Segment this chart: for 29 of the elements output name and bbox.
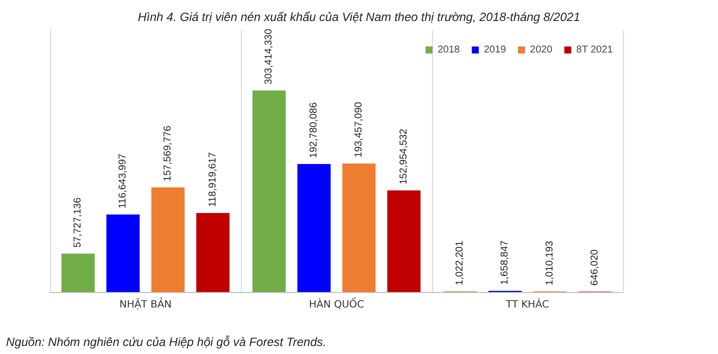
- x-tick-label: TT KHÁC: [505, 298, 549, 310]
- data-label: 116,643,997: [118, 153, 129, 209]
- data-label: 1,658,847: [500, 240, 511, 285]
- data-label: 303,414,330: [264, 28, 275, 84]
- x-tick-label: HÀN QUỐC: [308, 296, 364, 310]
- bar: [196, 213, 230, 292]
- legend-label: 2018: [438, 44, 460, 56]
- data-label: 193,457,090: [353, 101, 364, 158]
- bar: [387, 190, 421, 292]
- data-label: 118,919,617: [207, 152, 218, 208]
- bar: [342, 164, 376, 292]
- data-label: 152,954,532: [398, 128, 410, 184]
- bar: [252, 90, 286, 292]
- bar: [61, 254, 95, 292]
- legend-label: 8T 2021: [576, 44, 614, 56]
- data-label: 192,780,086: [308, 102, 320, 158]
- bar: [151, 187, 185, 292]
- data-label: 646,020: [589, 248, 600, 286]
- data-label: 157,569,776: [162, 125, 174, 182]
- legend-label: 2019: [484, 44, 506, 56]
- chart-title: Hình 4. Giá trị viên nén xuất khẩu của Việt Nam theo thị trường, 2018-tháng 8/2021: [138, 10, 580, 24]
- data-label: 1,010,193: [544, 240, 556, 286]
- bar: [106, 214, 140, 292]
- text: Nguồn: Nhóm nghiên cứu của Hiệp hội gỗ và Forest Trends.: [6, 335, 326, 349]
- x-tick-label: NHẬT BẢN: [119, 298, 172, 310]
- data-label: 57,727,136: [72, 197, 84, 248]
- legend-label: 2020: [530, 44, 553, 56]
- bar: [297, 164, 331, 292]
- data-label: 1,022,201: [454, 240, 466, 286]
